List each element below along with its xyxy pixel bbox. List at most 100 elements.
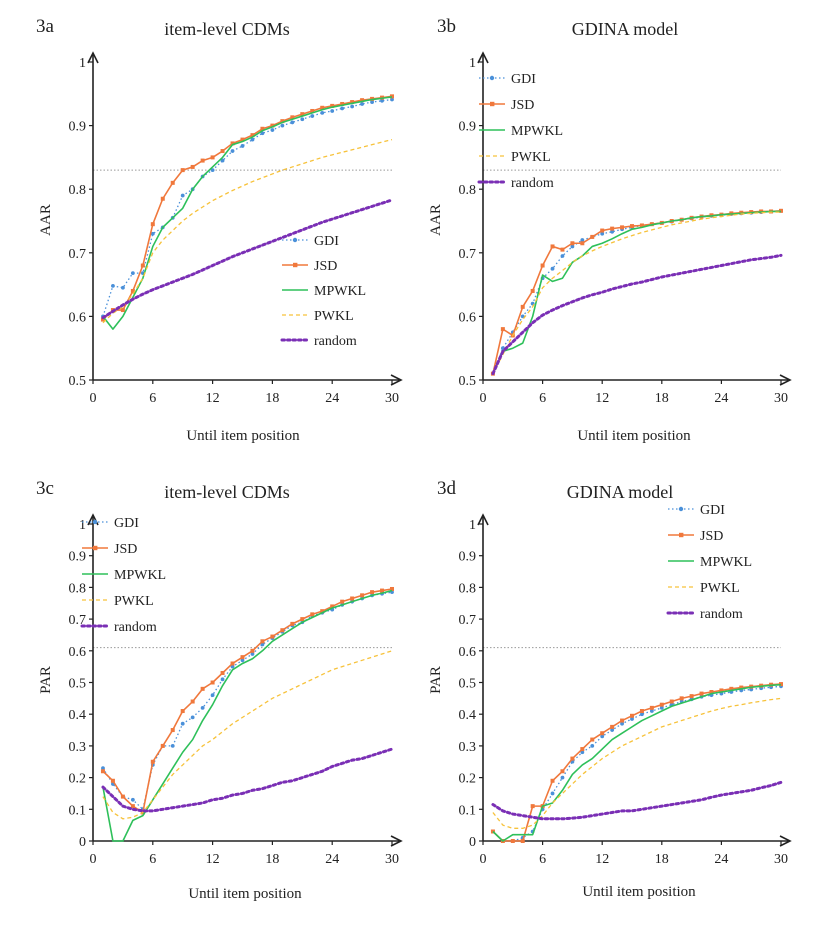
legend-label-jsd: JSD	[114, 542, 137, 557]
chart-3b: 3b GDINA model 0.5 0.6 0.7 0.8 0.9 1 0 6 12 18 24 3…	[428, 16, 792, 444]
data-point-jsd	[350, 596, 355, 601]
data-point-gdi	[290, 120, 295, 125]
data-point-jsd	[530, 288, 535, 293]
data-point-jsd	[550, 244, 555, 249]
data-point-gdi	[630, 717, 634, 721]
y-tick-label: 0.1	[459, 803, 477, 818]
data-point-jsd	[520, 304, 525, 309]
data-point-jsd	[350, 100, 355, 105]
data-point-jsd	[370, 590, 375, 595]
legend-marker	[678, 506, 684, 512]
data-point-gdi	[150, 231, 155, 236]
data-point-gdi	[220, 677, 225, 682]
legend-label-random: random	[511, 176, 554, 191]
x-axis-title: Until item position	[577, 428, 691, 444]
x-axis-title: Until item position	[188, 886, 302, 902]
data-point-gdi	[649, 709, 654, 713]
x-tick-label: 18	[265, 391, 279, 406]
data-point-jsd	[390, 94, 394, 99]
x-axis-arrow	[779, 835, 792, 847]
panel-3d: 3d GDINA model 0 0.1 0.2 0.3 0.4 0.5 0.6 0.7 0.8…	[415, 460, 830, 921]
data-point-gdi	[560, 254, 565, 258]
legend-label-gdi: GDI	[314, 234, 339, 249]
x-tick-label: 0	[480, 852, 487, 867]
data-point-jsd	[280, 628, 285, 633]
data-point-jsd	[679, 696, 684, 701]
legend-label-random: random	[114, 620, 157, 635]
y-tick-label: 0.6	[69, 310, 87, 325]
data-point-jsd	[630, 224, 634, 229]
legend-label-random: random	[700, 607, 743, 622]
data-point-jsd	[729, 686, 734, 691]
data-point-jsd	[659, 702, 664, 707]
data-point-jsd	[390, 586, 394, 591]
x-tick-label: 24	[325, 391, 339, 406]
data-point-gdi	[310, 114, 315, 118]
data-point-gdi	[350, 104, 355, 109]
legend-label-pwkl: PWKL	[114, 594, 154, 609]
data-point-gdi	[101, 766, 105, 770]
data-point-gdi	[600, 734, 605, 739]
panel-title: GDINA model	[567, 482, 674, 502]
data-point-gdi	[210, 693, 215, 698]
data-point-gdi	[570, 244, 575, 249]
data-point-jsd	[270, 634, 275, 639]
legend-label-pwkl: PWKL	[511, 150, 551, 165]
legend-label-mpwkl: MPWKL	[511, 124, 563, 139]
legend-marker	[489, 75, 495, 81]
data-point-jsd	[280, 119, 285, 124]
plot-area: 0.5 0.6 0.7 0.8 0.9 1 0 6 12 18 24 30 GDI JSD MPWKL PWK…	[69, 51, 403, 406]
series-line-jsd	[492, 210, 782, 374]
data-point-jsd	[600, 228, 605, 233]
data-point-jsd	[520, 839, 525, 843]
x-tick-label: 6	[539, 852, 546, 867]
data-point-jsd	[180, 709, 185, 714]
data-point-jsd	[570, 756, 575, 761]
data-point-jsd	[590, 737, 595, 742]
legend-marker	[92, 519, 98, 525]
data-point-jsd	[130, 288, 135, 293]
series-line-random	[491, 780, 783, 821]
plot-area: 0 0.1 0.2 0.3 0.4 0.5 0.6 0.7 0.8 0.9 1 0 6 12 18 24 30 G…	[459, 503, 792, 867]
chart-3a: 3a item-level CDMs 0.5 0.6 0.7 0.8 0.9 1 0 6 12 1…	[36, 16, 403, 444]
data-point-jsd	[639, 223, 644, 228]
data-point-jsd	[610, 226, 615, 231]
data-point-jsd	[739, 685, 744, 690]
x-tick-label: 0	[90, 852, 97, 867]
data-point-gdi	[600, 231, 605, 236]
data-point-jsd	[210, 155, 215, 160]
y-axis-arrow	[87, 51, 99, 64]
data-point-jsd	[580, 241, 585, 246]
data-point-gdi	[340, 106, 345, 111]
legend-label-gdi: GDI	[511, 72, 536, 87]
y-tick-label: 0.4	[459, 708, 477, 723]
x-tick-label: 6	[149, 391, 156, 406]
data-point-jsd	[330, 103, 335, 108]
data-point-jsd	[590, 234, 595, 239]
y-axis-title: PAR	[38, 666, 54, 694]
plot-area: 0 0.1 0.2 0.3 0.4 0.5 0.6 0.7 0.8 0.9 1 0 6 12 18 24 30 G…	[69, 513, 403, 867]
y-tick-label: 0.5	[459, 677, 477, 692]
series-line-random	[101, 747, 394, 813]
panel-title: item-level CDMs	[164, 482, 289, 502]
data-point-jsd	[570, 241, 575, 246]
data-point-jsd	[200, 158, 205, 163]
data-point-gdi	[240, 144, 245, 148]
y-tick-label: 1	[79, 518, 86, 533]
series-line-mpwkl	[492, 210, 781, 374]
data-point-jsd	[719, 688, 724, 693]
data-point-jsd	[560, 247, 565, 252]
data-point-gdi	[220, 158, 225, 163]
y-tick-label: 0.8	[459, 183, 477, 198]
x-tick-label: 12	[206, 391, 220, 406]
data-point-jsd	[310, 108, 315, 113]
data-point-gdi	[580, 238, 585, 242]
data-point-gdi	[190, 715, 195, 720]
data-point-jsd	[620, 225, 625, 230]
series-line-pwkl	[492, 211, 781, 374]
series-line-pwkl	[102, 138, 393, 324]
data-point-gdi	[200, 705, 205, 710]
x-axis-title: Until item position	[582, 884, 696, 900]
x-tick-label: 24	[325, 852, 339, 867]
data-point-gdi	[250, 137, 255, 142]
